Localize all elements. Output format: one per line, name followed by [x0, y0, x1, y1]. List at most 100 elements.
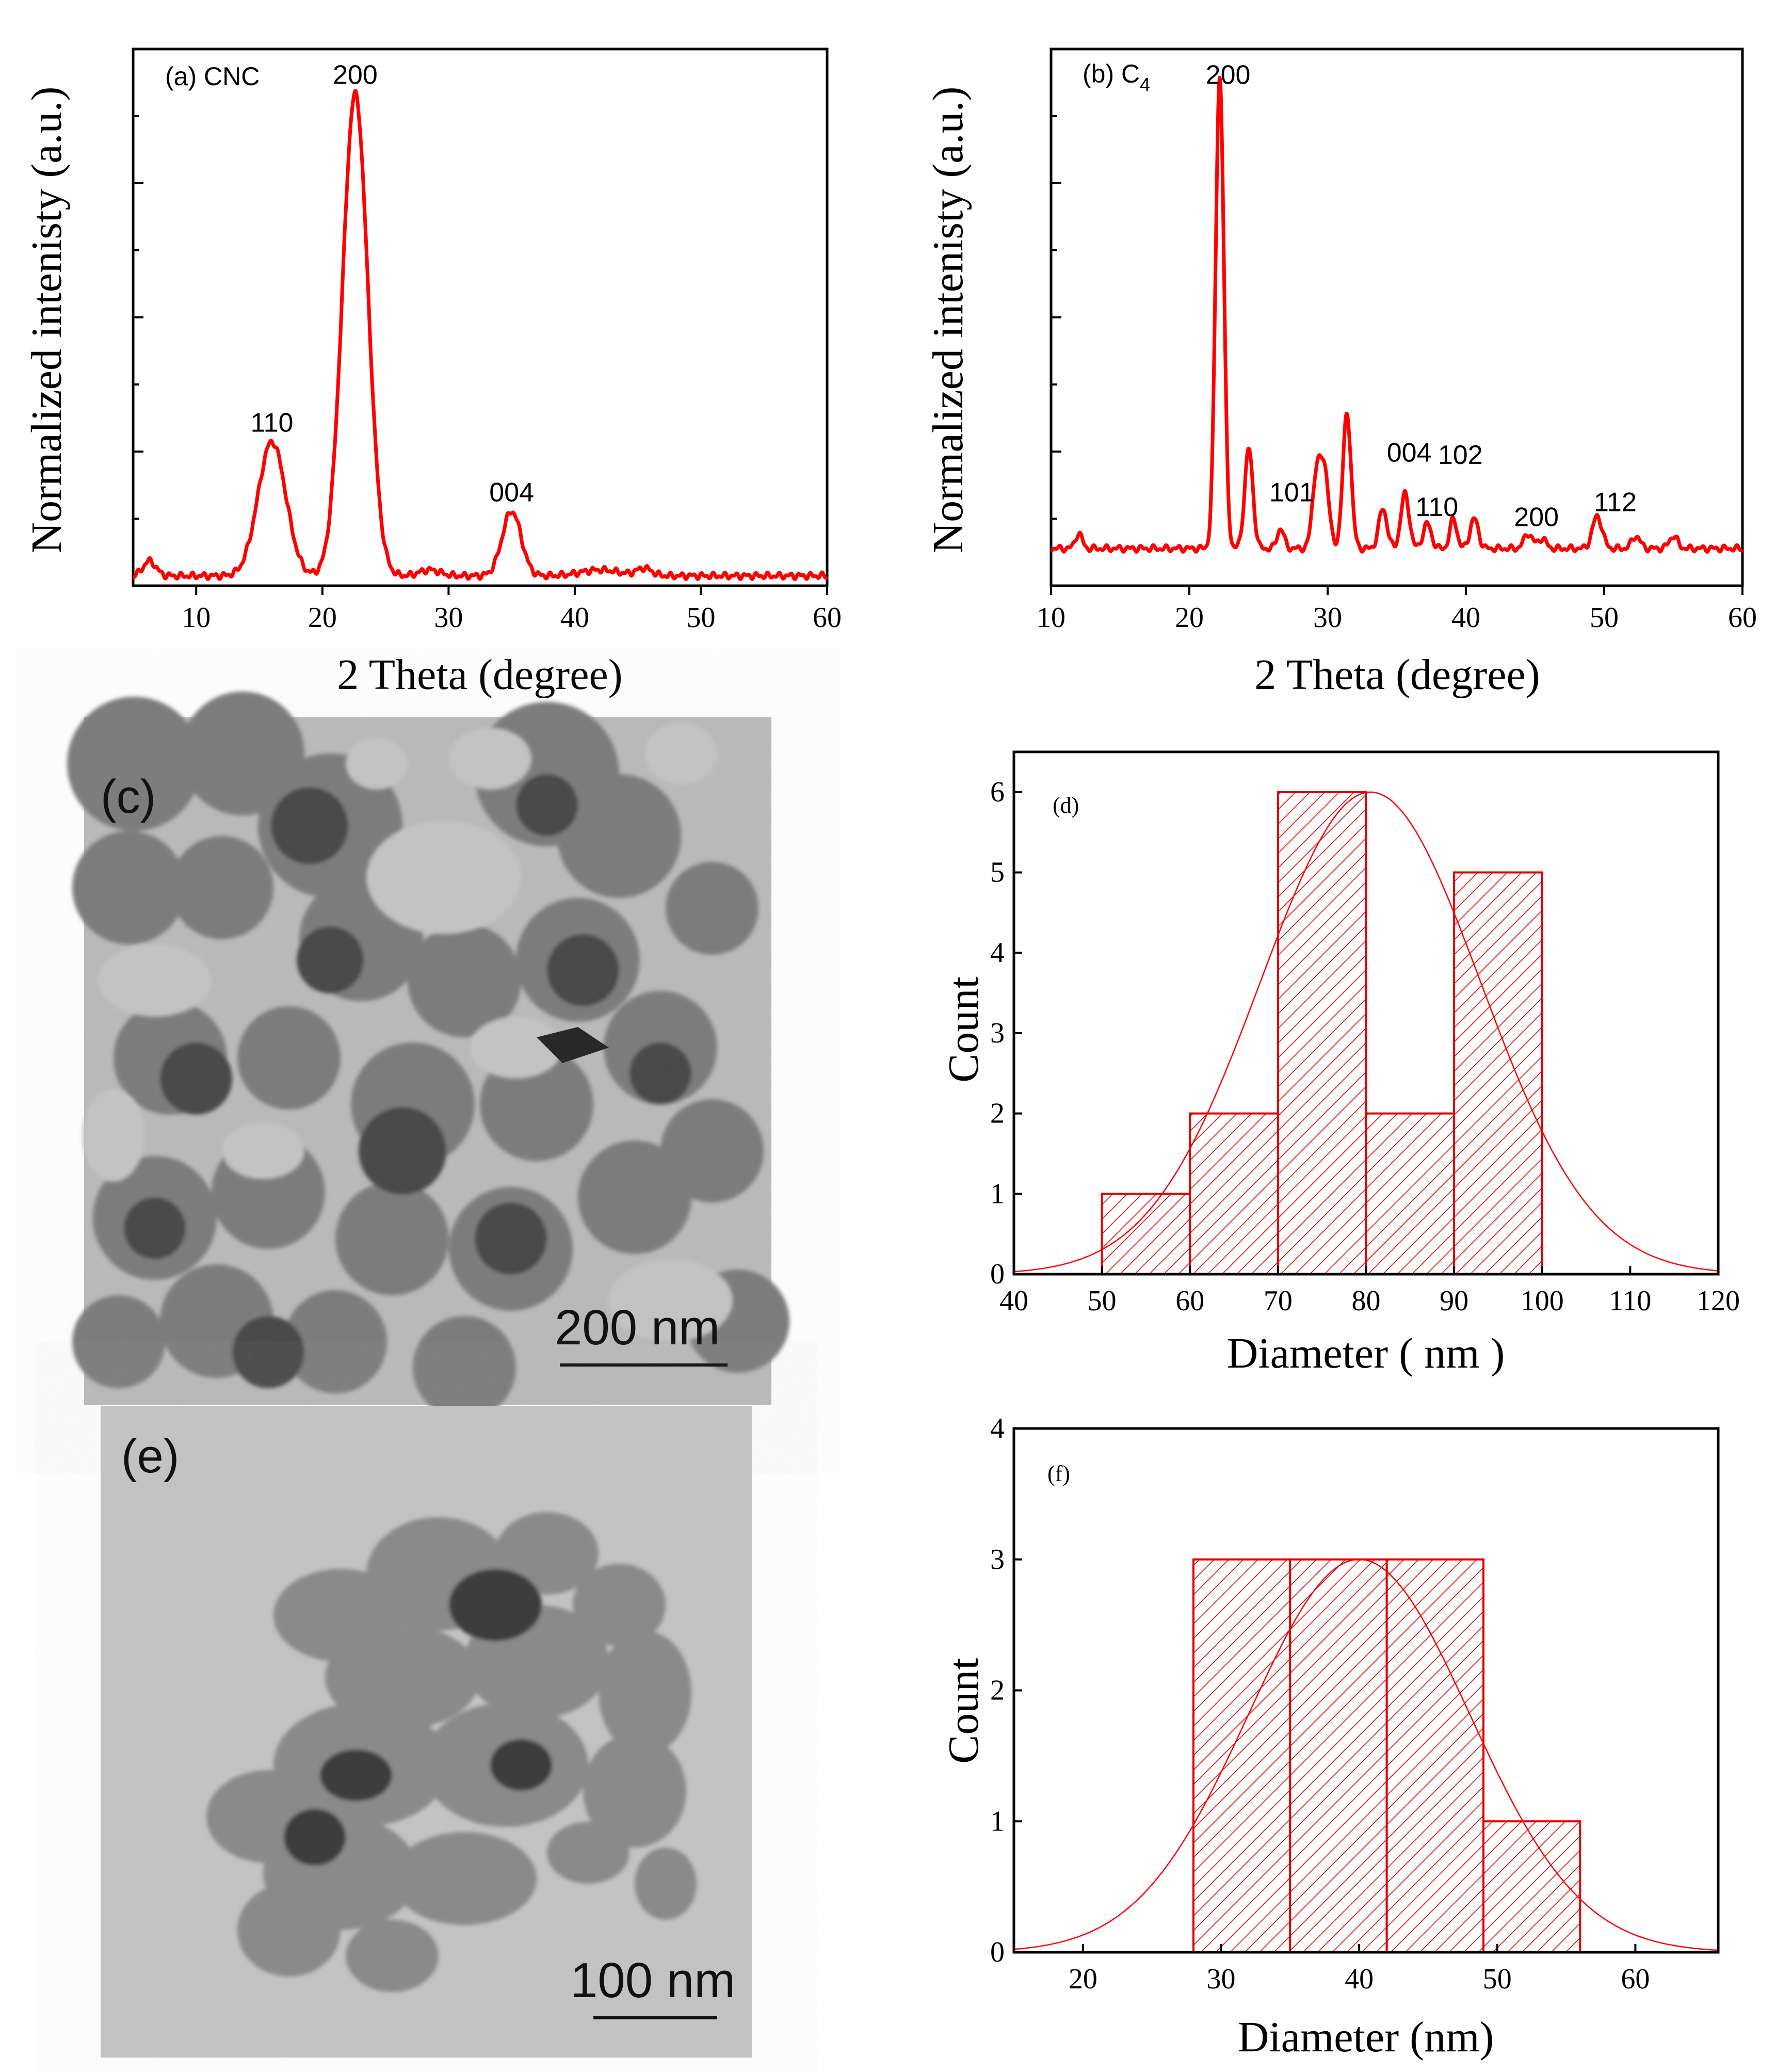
y-axis-label: Normalized intenisty (a.u.) [924, 86, 972, 553]
panel-label: (a) CNC [165, 62, 260, 91]
x-ticks: 10 20 30 40 50 60 [182, 586, 842, 634]
x-tick-label: 50 [1088, 1285, 1117, 1317]
x-tick-label: 40 [999, 1285, 1028, 1317]
x-tick-label: 40 [1451, 602, 1480, 634]
x-tick-label: 50 [1590, 602, 1619, 634]
x-tick-label: 110 [1609, 1285, 1651, 1317]
x-tick-label: 60 [1621, 1963, 1650, 1995]
x-tick-label: 60 [813, 602, 842, 634]
plot-frame [1050, 47, 1744, 587]
y-tick-label: 1 [990, 1178, 1005, 1210]
panel-label: (d) [1053, 793, 1079, 818]
panel-label: (b) C4 [1083, 59, 1150, 95]
histogram-bar [1189, 1112, 1279, 1276]
peak-label: 200 [1514, 502, 1559, 532]
peak-annotations: 200 101 004 102 110 200 112 [1206, 60, 1637, 532]
peak-label: 110 [1415, 492, 1458, 522]
y-tick-label: 2 [990, 1098, 1005, 1130]
peak-label: 102 [1438, 440, 1483, 470]
x-tick-label: 50 [1483, 1963, 1512, 1995]
y-tick-label: 3 [990, 1544, 1005, 1576]
y-tick-label: 1 [990, 1805, 1005, 1837]
histogram-bar [1101, 1193, 1191, 1275]
xrd-curve-cnc [132, 89, 829, 581]
x-tick-label: 80 [1352, 1285, 1381, 1317]
y-tick-label: 4 [990, 937, 1005, 969]
histogram-bar [1453, 871, 1543, 1275]
y-axis-label: Count [940, 1658, 988, 1763]
panel-label: (f) [1047, 1461, 1070, 1486]
x-tick-label: 120 [1697, 1285, 1740, 1317]
y-tick-label: 4 [990, 1412, 1005, 1444]
histogram-bar [1192, 1558, 1291, 1953]
image-label: (e) [121, 1430, 179, 1483]
histogram-bar [1482, 1820, 1581, 1953]
x-axis-label: Diameter ( nm ) [1227, 1329, 1505, 1377]
y-tick-label: 0 [990, 1936, 1005, 1968]
x-tick-label: 90 [1440, 1285, 1468, 1317]
y-tick-label: 3 [990, 1017, 1005, 1049]
scale-bar-label: 200 nm [555, 1300, 720, 1355]
peak-label: 101 [1269, 477, 1314, 507]
peak-label: 110 [251, 408, 294, 438]
x-tick-label: 10 [1037, 602, 1065, 634]
x-tick-label: 20 [1175, 602, 1204, 634]
bars [1192, 1558, 1581, 1953]
x-ticks: 40 50 60 70 80 90 100 110 120 [999, 1266, 1740, 1317]
bars [1101, 791, 1543, 1276]
x-tick-label: 50 [686, 602, 715, 634]
x-axis-label: 2 Theta (degree) [337, 651, 622, 699]
scale-bar-label: 100 nm [570, 1953, 735, 2008]
x-tick-label: 60 [1175, 1285, 1204, 1317]
gaussian-fit [1013, 791, 1719, 1273]
tem-image-c: (c) 200 nm [67, 692, 789, 1419]
x-ticks: 20 30 40 50 60 [1069, 1944, 1650, 1995]
y-axis-label: Count [940, 976, 988, 1082]
histogram-bar [1277, 791, 1367, 1276]
y-ticks [1051, 48, 1061, 587]
y-tick-label: 2 [990, 1675, 1005, 1707]
peak-annotations: 110 200 004 [251, 60, 534, 507]
y-tick-label: 0 [990, 1258, 1005, 1290]
peak-label: 200 [1206, 60, 1251, 90]
peak-label: 112 [1594, 488, 1637, 518]
xrd-panel-cnc: Normalized intenisty (a.u.) 10 20 30 40 50 60… [23, 47, 842, 699]
gaussian-fit [1013, 1559, 1719, 1951]
histogram-bar [1365, 1112, 1456, 1276]
histogram-f: Count 0 1 2 3 4 20 30 40 50 60 (f) Diameter (nm) [940, 1412, 1720, 2061]
y-axis-label: Normalized intenisty (a.u.) [23, 86, 71, 553]
x-tick-label: 20 [308, 602, 337, 634]
plot-frame [132, 47, 829, 587]
histogram-bar [1289, 1558, 1388, 1953]
x-tick-label: 30 [434, 602, 463, 634]
tem-image-e: (e) 100 nm [101, 1406, 752, 2058]
x-tick-label: 30 [1206, 1963, 1235, 1995]
y-ticks: 0 1 2 3 4 5 6 [990, 776, 1022, 1290]
xrd-panel-c4: Normalized intenisty (a.u.) 10 20 30 40 50 60… [924, 47, 1757, 699]
x-tick-label: 40 [1345, 1963, 1374, 1995]
grain [84, 717, 771, 1405]
peak-label: 004 [1387, 438, 1432, 468]
peak-label: 200 [333, 60, 378, 90]
y-ticks [133, 48, 143, 587]
x-tick-label: 60 [1728, 602, 1757, 634]
y-tick-label: 6 [990, 776, 1005, 808]
peak-label: 004 [489, 477, 534, 507]
x-tick-label: 40 [560, 602, 589, 634]
y-ticks: 0 1 2 3 4 [990, 1412, 1022, 1968]
y-tick-label: 5 [990, 857, 1005, 889]
x-tick-label: 70 [1264, 1285, 1293, 1317]
x-tick-label: 20 [1069, 1963, 1097, 1995]
x-axis-label: Diameter (nm) [1238, 2013, 1494, 2061]
x-tick-label: 100 [1521, 1285, 1564, 1317]
x-axis-label: 2 Theta (degree) [1254, 651, 1540, 699]
x-tick-label: 10 [182, 602, 211, 634]
histogram-bar [1385, 1558, 1484, 1953]
x-ticks: 10 20 30 40 50 60 [1037, 586, 1757, 634]
particle-cluster [206, 1512, 697, 1992]
xrd-curve-c4 [1050, 76, 1744, 554]
x-tick-label: 30 [1313, 602, 1342, 634]
image-label: (c) [101, 770, 156, 823]
